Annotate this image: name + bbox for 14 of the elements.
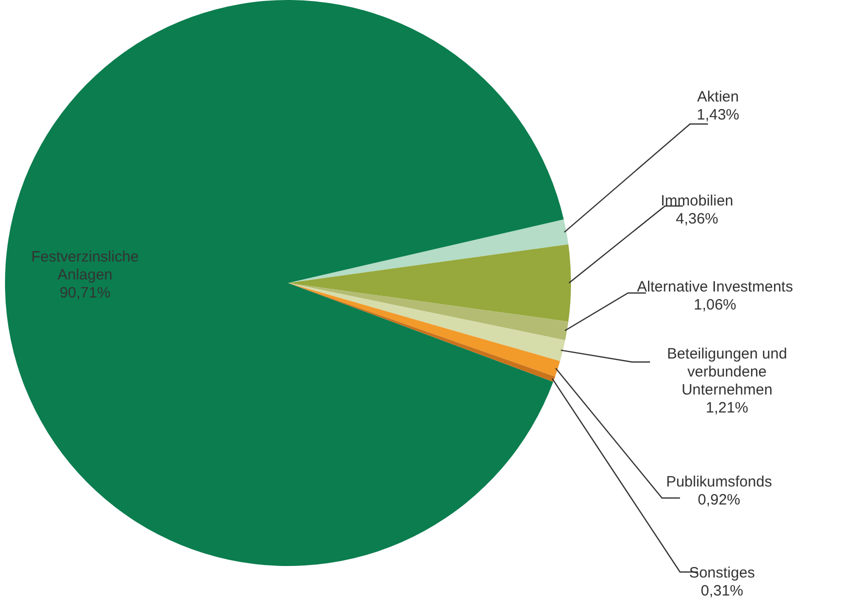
data-label: 4,36%: [676, 210, 718, 228]
data-label: 0,31%: [700, 582, 744, 600]
data-label: 1,43%: [696, 106, 740, 124]
data-label: 0,92%: [698, 492, 740, 509]
slice-label: Sonstiges: [689, 564, 755, 582]
data-label: 1,21%: [706, 400, 748, 417]
slice-label: Festverzinsliche Anlagen: [31, 248, 139, 284]
slice-label: Alternative Investments: [637, 278, 793, 296]
slice-label: Aktien: [697, 88, 739, 106]
slice-label: Publikumsfonds: [666, 474, 772, 491]
data-label: 90,71%: [60, 284, 110, 302]
slice-label: Beteiligungen und verbundene Unternehmen: [666, 346, 788, 399]
slice-label: Immobilien: [660, 192, 734, 210]
data-label: 1,06%: [694, 296, 736, 314]
